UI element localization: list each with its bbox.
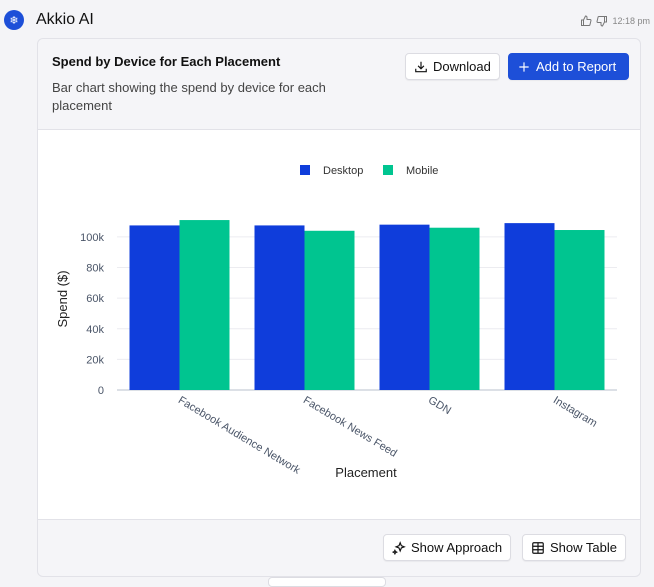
show-table-label: Show Table bbox=[550, 540, 617, 555]
add-to-report-button[interactable]: Add to Report bbox=[508, 53, 629, 80]
bar-chart: 0 20k 40k 60k 80k 100k Facebook Audience Netwo… bbox=[55, 165, 617, 480]
thumbs-down-icon[interactable] bbox=[596, 15, 608, 27]
download-button[interactable]: Download bbox=[405, 53, 500, 80]
y-axis-label: Spend ($) bbox=[55, 270, 70, 327]
bar-mobile bbox=[179, 220, 230, 390]
y-tick-label: 100k bbox=[80, 232, 104, 244]
show-table-button[interactable]: Show Table bbox=[522, 534, 626, 561]
next-message-element bbox=[268, 577, 386, 587]
x-tick-label: GDN bbox=[426, 394, 453, 417]
assistant-name: Akkio AI bbox=[36, 11, 94, 28]
table-icon bbox=[532, 541, 544, 554]
sparkles-icon bbox=[392, 540, 406, 555]
plus-icon bbox=[519, 61, 529, 72]
akkio-avatar: ❄ bbox=[4, 10, 24, 30]
bar-desktop bbox=[129, 225, 180, 390]
y-tick-label: 60k bbox=[86, 293, 104, 305]
chart-description: Bar chart showing the spend by device fo… bbox=[52, 80, 326, 113]
x-axis-label: Placement bbox=[335, 465, 397, 480]
message-meta: 12:18 pm bbox=[580, 15, 650, 27]
legend-swatch-desktop bbox=[300, 165, 310, 175]
legend-swatch-mobile bbox=[383, 165, 393, 175]
bar-mobile bbox=[554, 230, 605, 390]
legend-label: Mobile bbox=[406, 165, 438, 177]
timestamp: 12:18 pm bbox=[612, 16, 650, 26]
chart-area: 0 20k 40k 60k 80k 100k Facebook Audience Netwo… bbox=[38, 129, 640, 520]
bar-mobile bbox=[304, 230, 355, 390]
snowflake-icon: ❄ bbox=[9, 14, 19, 27]
chart-card: Spend by Device for Each Placement Bar c… bbox=[37, 38, 641, 577]
y-tick-label: 80k bbox=[86, 263, 104, 275]
show-approach-button[interactable]: Show Approach bbox=[383, 534, 512, 561]
add-to-report-label: Add to Report bbox=[536, 59, 617, 74]
show-approach-label: Show Approach bbox=[411, 540, 503, 555]
legend-label: Desktop bbox=[323, 165, 363, 177]
thumbs-up-icon[interactable] bbox=[580, 15, 592, 27]
bar-desktop bbox=[254, 225, 305, 390]
y-tick-label: 40k bbox=[86, 324, 104, 336]
bar-desktop bbox=[379, 224, 430, 390]
chart-title: Spend by Device for Each Placement bbox=[52, 54, 281, 69]
download-label: Download bbox=[433, 59, 491, 74]
x-tick-label: Facebook News Feed bbox=[301, 394, 399, 459]
bar-desktop bbox=[504, 223, 555, 390]
bar-mobile bbox=[429, 227, 480, 390]
download-icon bbox=[415, 61, 427, 72]
y-tick-label: 0 bbox=[98, 385, 104, 397]
x-tick-label: Instagram bbox=[551, 394, 599, 429]
x-tick-label: Facebook Audience Network bbox=[176, 394, 303, 477]
y-tick-label: 20k bbox=[86, 354, 104, 366]
